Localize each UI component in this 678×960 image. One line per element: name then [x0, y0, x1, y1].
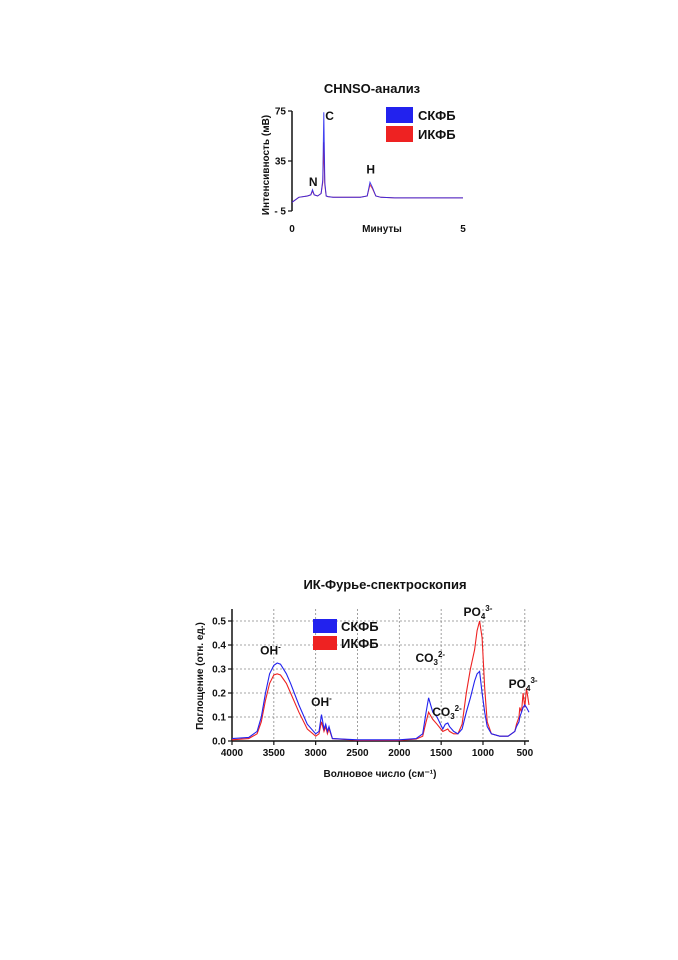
x-tick-label: 2500	[346, 748, 369, 759]
chnso-ylabel: Интенсивность (мВ)	[261, 115, 272, 215]
ftir-axes: 0.0 0.1 0.2 0.3 0.4 0.5 4000 3500 3000 2500 2000 15…	[212, 609, 534, 759]
peak-label-oh: OH-	[260, 643, 281, 658]
ftir-legend: СКФБ ИКФБ	[313, 619, 379, 651]
chnso-xlabel: Минуты	[362, 224, 402, 235]
chnso-chart: CHNSO-анализ Интенсивность (мВ) Минуты 7…	[261, 81, 466, 235]
peak-label-po: PO43-	[509, 676, 538, 693]
peak-label-co: CO32-	[432, 704, 462, 721]
legend-label-skfb: СКФБ	[418, 108, 456, 123]
y-tick-label: 0.3	[212, 665, 226, 676]
y-tick-label: 35	[275, 157, 287, 168]
x-tick-label: 2000	[388, 748, 411, 759]
legend-swatch-skfb	[313, 619, 337, 633]
chnso-title: CHNSO-анализ	[324, 81, 421, 96]
chnso-annotations: N C H	[309, 109, 375, 189]
legend-label-ikfb: ИКФБ	[418, 127, 456, 142]
peak-label-n: N	[309, 175, 318, 189]
chnso-axes: 75 35 - 50 5	[274, 107, 466, 236]
peak-label-c: C	[325, 109, 334, 123]
x-tick-label: 1500	[430, 748, 453, 759]
series-line-ikfb	[291, 142, 463, 203]
x-tick-label: 3000	[305, 748, 328, 759]
x-tick-label: 4000	[221, 748, 244, 759]
legend-label-ikfb: ИКФБ	[341, 636, 379, 651]
ftir-xlabel: Волновое число (см⁻¹)	[324, 769, 437, 780]
series-line-ikfb	[231, 620, 530, 741]
peak-label-h: H	[366, 163, 375, 177]
y-tick-label: 0.1	[212, 713, 226, 724]
x-tick-label: 5	[460, 224, 466, 235]
x-tick-label: 0	[289, 224, 295, 235]
legend-swatch-skfb	[386, 107, 413, 123]
x-tick-label: 1000	[472, 748, 495, 759]
y-tick-label: 0.5	[212, 617, 226, 628]
series-line-skfb	[231, 662, 530, 741]
y-tick-label: 0.0	[212, 737, 226, 748]
chnso-series-lines	[291, 112, 463, 203]
x-tick-label: 500	[516, 748, 533, 759]
ftir-grid	[232, 609, 529, 741]
y-tick-label: 0.2	[212, 689, 226, 700]
y-tick-label: 0.4	[212, 641, 226, 652]
y-tick-label: 75	[275, 107, 287, 118]
chnso-legend: СКФБ ИКФБ	[386, 107, 456, 142]
peak-label-po: PO43-	[464, 604, 493, 621]
y-tick-label: - 5	[274, 207, 286, 218]
legend-swatch-ikfb	[313, 636, 337, 650]
ftir-series-lines	[231, 620, 530, 741]
legend-label-skfb: СКФБ	[341, 619, 379, 634]
ftir-annotations: OH- OH- CO32- CO32- PO43- PO43-	[260, 604, 538, 721]
legend-swatch-ikfb	[386, 126, 413, 142]
ftir-title: ИК-Фурье-спектроскопия	[303, 577, 466, 592]
peak-label-oh: OH-	[311, 694, 332, 709]
peak-label-co: CO32-	[415, 650, 445, 667]
ftir-chart: ИК-Фурье-спектроскопия Поглощение (отн. …	[195, 577, 538, 780]
x-tick-label: 3500	[263, 748, 286, 759]
series-line-skfb	[291, 112, 463, 203]
ftir-ylabel: Поглощение (отн. ед.)	[195, 622, 206, 730]
